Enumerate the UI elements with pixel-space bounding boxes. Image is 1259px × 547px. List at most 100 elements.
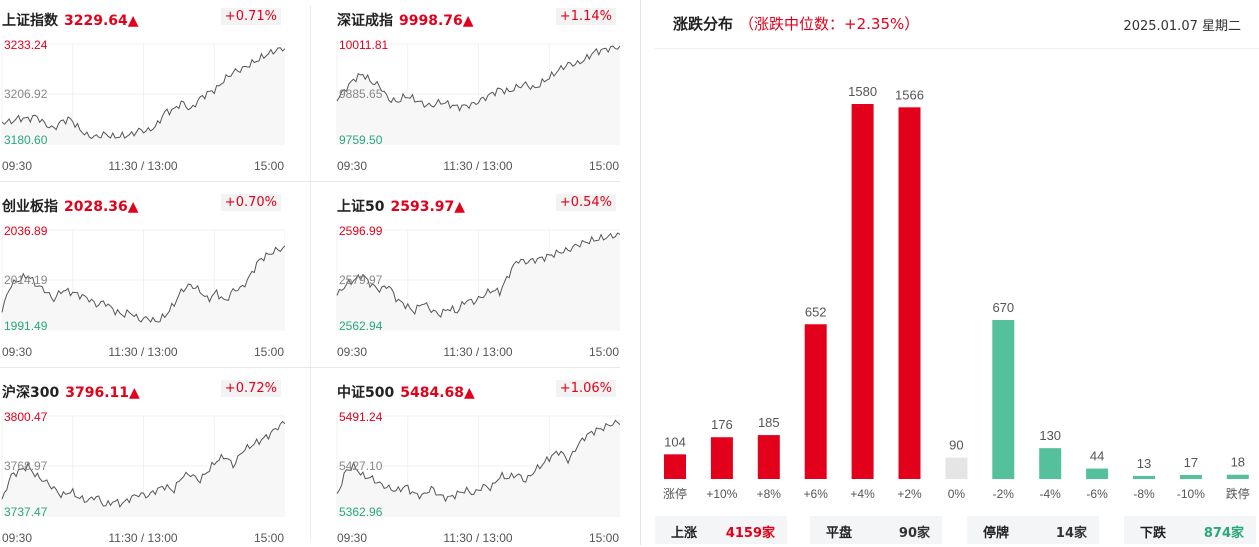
axis-low: 3180.60 [4, 133, 48, 147]
axis-mid: 2014.19 [4, 273, 48, 287]
bar-value-label: 1580 [848, 84, 877, 99]
bar-category-label: +2% [897, 487, 922, 501]
time-start: 09:30 [2, 159, 32, 173]
row-divider [0, 367, 620, 368]
bar-category-label: 跌停 [1226, 486, 1250, 501]
time-start: 09:30 [2, 531, 32, 545]
price-line [1, 47, 285, 140]
price-area [2, 47, 285, 144]
bar-value-label: 185 [758, 415, 780, 430]
bar-value-label: 176 [711, 417, 733, 432]
index-title: 上证50 2593.97▲ [337, 199, 466, 215]
bar-value-label: 652 [805, 304, 827, 319]
axis-mid: 5427.10 [339, 459, 383, 473]
bar-11 [1179, 474, 1202, 479]
index-change-badge: +1.14% [555, 8, 616, 25]
axis-mid: 2579.97 [339, 273, 383, 287]
index-title: 创业板指 2028.36▲ [2, 199, 139, 215]
bar-4 [851, 104, 874, 479]
median-change: （涨跌中位数：+2.35%） [739, 15, 920, 33]
time-end: 15:00 [589, 345, 619, 359]
bar-category-label: +6% [804, 487, 829, 501]
index-card-hs300[interactable]: 沪深300 3796.11▲ +0.72% 3800.47 3768.97 3737.… [0, 372, 285, 547]
axis-low: 5362.96 [339, 505, 383, 519]
summary-down: 下跌 874家 [1124, 516, 1256, 544]
mini-chart: 2596.99 2579.97 2562.94 09:30 11:30 / 13:00 1… [336, 224, 620, 359]
time-start: 09:30 [337, 159, 367, 173]
price-area [337, 420, 620, 516]
summary-flat: 平盘 90家 [810, 516, 942, 544]
axis-high: 5491.24 [339, 410, 383, 424]
bar-value-label: 13 [1137, 456, 1151, 471]
price-area [2, 421, 285, 516]
time-mid: 11:30 / 13:00 [443, 159, 512, 173]
price-line [336, 45, 620, 112]
time-start: 09:30 [337, 531, 367, 545]
axis-low: 9759.50 [339, 133, 383, 147]
index-title: 沪深300 3796.11▲ [2, 385, 140, 401]
time-end: 15:00 [254, 345, 284, 359]
summary-up: 上涨 4159家 [655, 516, 787, 544]
index-change-badge: +0.70% [220, 194, 281, 211]
bar-1 [710, 437, 733, 479]
mini-chart: 5491.24 5427.10 5362.96 09:30 11:30 / 13:00 1… [336, 410, 620, 545]
index-card-cyb[interactable]: 创业板指 2028.36▲ +0.70% 2036.89 2014.19 1991.4… [0, 186, 285, 361]
bar-value-label: 670 [992, 300, 1014, 315]
index-card-sz[interactable]: 深证成指 9998.76▲ +1.14% 10011.81 9885.65 9759.… [335, 0, 620, 175]
axis-high: 3800.47 [4, 410, 48, 424]
bar-value-label: 17 [1184, 455, 1198, 470]
price-line [1, 245, 285, 323]
bar-12 [1226, 474, 1249, 479]
bar-category-label: -4% [1040, 487, 1062, 501]
time-mid: 11:30 / 13:00 [443, 531, 512, 545]
panel-divider [640, 0, 641, 545]
time-end: 15:00 [589, 159, 619, 173]
axis-high: 3233.24 [4, 38, 48, 52]
bar-value-label: 130 [1039, 428, 1061, 443]
bar-category-label: -6% [1086, 487, 1108, 501]
mini-chart: 3233.24 3206.92 3180.60 09:30 11:30 / 13:00 1… [1, 38, 285, 173]
index-card-sh[interactable]: 上证指数 3229.64▲ +0.71% 3233.24 3206.92 3180.6… [0, 0, 285, 175]
index-title: 深证成指 9998.76▲ [337, 13, 474, 29]
time-end: 15:00 [254, 159, 284, 173]
price-area [337, 46, 620, 144]
time-end: 15:00 [589, 531, 619, 545]
axis-high: 2596.99 [339, 224, 383, 238]
summary-suspended-count: 14家 [1055, 526, 1087, 541]
index-price: 9998.76▲ [399, 13, 474, 29]
axis-mid: 3206.92 [4, 87, 48, 101]
index-change-badge: +0.72% [220, 380, 281, 397]
index-price: 3796.11▲ [65, 385, 140, 401]
index-title: 上证指数 3229.64▲ [2, 13, 139, 29]
row-divider [0, 181, 620, 182]
mini-chart: 10011.81 9885.65 9759.50 09:30 11:30 / 13:00… [336, 38, 620, 173]
summary-up-count: 4159家 [725, 526, 775, 541]
bar-value-label: 1566 [895, 87, 924, 102]
axis-mid: 3768.97 [4, 459, 48, 473]
mini-chart: 3800.47 3768.97 3737.47 09:30 11:30 / 13:00 1… [1, 410, 285, 545]
index-price: 2593.97▲ [390, 199, 466, 215]
index-change-badge: +1.06% [555, 380, 616, 397]
mini-chart: 2036.89 2014.19 1991.49 09:30 11:30 / 13:00 1… [1, 224, 285, 359]
panel-header-divider [655, 48, 1259, 49]
time-mid: 11:30 / 13:00 [108, 531, 177, 545]
time-end: 15:00 [254, 531, 284, 545]
index-card-sz50[interactable]: 上证50 2593.97▲ +0.54% 2596.99 2579.97 2562.9… [335, 186, 620, 361]
distribution-bar-chart: 104 涨停 176 +10% 185 +8% 652 +6% 1580 +4% 1566 +2% 90… [663, 84, 1250, 501]
bar-3 [804, 324, 827, 479]
time-mid: 11:30 / 13:00 [108, 345, 177, 359]
axis-high: 10011.81 [339, 38, 388, 52]
summary-flat-count: 90家 [898, 526, 930, 541]
bar-2 [757, 435, 780, 479]
time-mid: 11:30 / 13:00 [443, 345, 512, 359]
bar-category-label: +4% [850, 487, 875, 501]
trade-date: 2025.01.07 星期二 [1123, 19, 1241, 34]
axis-low: 1991.49 [4, 319, 48, 333]
index-card-zz500[interactable]: 中证500 5484.68▲ +1.06% 5491.24 5427.10 5362.… [335, 372, 620, 547]
bar-10 [1133, 475, 1155, 479]
index-change-badge: +0.54% [555, 194, 616, 211]
axis-low: 3737.47 [4, 505, 48, 519]
time-mid: 11:30 / 13:00 [108, 159, 177, 173]
bar-category-label: +10% [706, 487, 737, 501]
index-price: 5484.68▲ [400, 385, 475, 401]
